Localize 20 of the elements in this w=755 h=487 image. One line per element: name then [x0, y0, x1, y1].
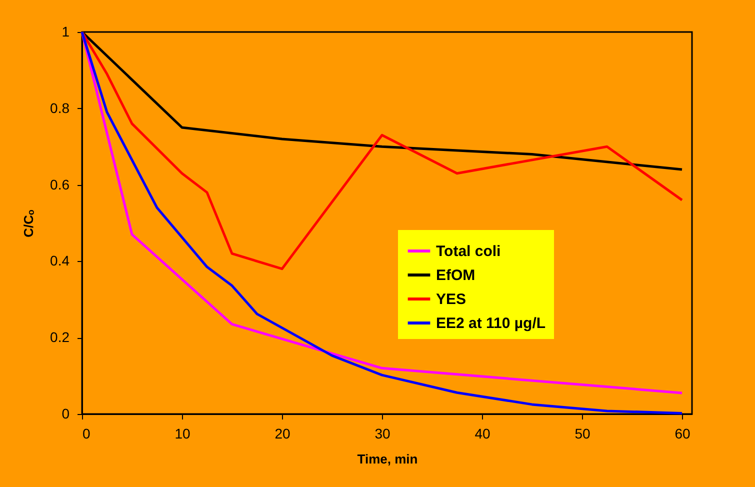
- line-series: [80, 30, 684, 270]
- x-tick-label: 20: [274, 426, 290, 442]
- x-tick-label: 0: [82, 426, 90, 442]
- y-tick-label: 0.6: [50, 176, 70, 192]
- y-tick-label: 0.8: [50, 100, 70, 116]
- legend-label: Total coli: [436, 243, 501, 260]
- legend-label: EE2 at 110 µg/L: [436, 315, 546, 332]
- y-tick-label: 0: [62, 406, 70, 422]
- y-tick-label: 0.2: [50, 329, 70, 346]
- y-axis-title: C/Cₒ: [21, 208, 36, 238]
- y-tick-label: 1: [62, 24, 70, 40]
- x-tick-label: 30: [374, 426, 390, 442]
- y-tick-label: 0.4: [50, 252, 70, 269]
- x-tick-label: 40: [474, 426, 490, 442]
- x-tick-label: 60: [674, 426, 690, 442]
- legend-label: YES: [436, 291, 466, 308]
- x-tick-label: 10: [174, 426, 190, 442]
- x-tick-label: 50: [574, 426, 590, 442]
- x-axis-title: Time, min: [357, 452, 418, 466]
- legend-label: EfOM: [436, 267, 476, 284]
